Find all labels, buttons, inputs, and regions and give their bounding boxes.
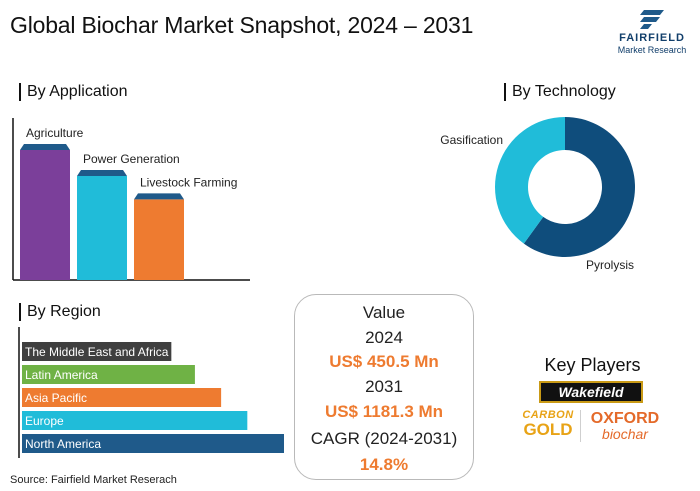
year-2031-label: 2031 — [365, 377, 403, 396]
oxford-biochar-logo: OXFORD biochar — [585, 410, 665, 442]
region-bar-label-0: The Middle East and Africa — [25, 345, 169, 359]
key-players-title: Key Players — [544, 355, 641, 375]
logo-subtitle: Market Research — [617, 45, 687, 55]
region-bar-label-3: Europe — [25, 414, 64, 428]
fairfield-mark-icon — [640, 10, 664, 29]
application-bar-top-2 — [134, 193, 184, 200]
value-label: Value — [362, 303, 406, 322]
application-bar-0 — [20, 150, 70, 280]
region-bar-label-2: Asia Pacific — [25, 391, 87, 405]
oxford-biochar-top: OXFORD — [590, 410, 660, 427]
region-bar-2 — [22, 388, 222, 407]
page-title: Global Biochar Market Snapshot, 2024 – 2… — [10, 12, 474, 38]
region-section-title: By Region — [19, 303, 101, 321]
application-bar-top-0 — [20, 144, 70, 150]
region-bar-label-1: Latin America — [25, 368, 98, 382]
application-bar-chart: Agriculture Power Generation Livestock Far… — [12, 118, 250, 281]
application-bar-2 — [134, 199, 184, 280]
key-players-divider — [580, 410, 581, 442]
carbon-gold-bottom: GOLD — [523, 420, 573, 439]
logo-brand: FAIRFIELD — [619, 32, 685, 44]
application-bar-1 — [77, 176, 127, 280]
oxford-biochar-bottom: biochar — [602, 426, 648, 442]
application-bar-label-1: Power Generation — [83, 152, 180, 166]
region-bar-0 — [22, 342, 172, 361]
technology-label-1: Gasification — [440, 133, 503, 147]
region-bar-4 — [22, 434, 284, 453]
technology-section-title: By Technology — [504, 83, 616, 101]
technology-slice-1 — [495, 117, 565, 244]
cagr-label: CAGR (2024-2031) — [310, 429, 458, 448]
technology-slice-0 — [523, 117, 635, 257]
application-section-title: By Application — [19, 83, 128, 101]
market-value-box: Value 2024 US$ 450.5 Mn 2031 US$ 1181.3 … — [294, 294, 474, 480]
fairfield-logo: FAIRFIELD Market Research — [610, 10, 694, 58]
region-bar-label-4: North America — [25, 437, 101, 451]
application-bar-label-2: Livestock Farming — [140, 175, 237, 189]
technology-donut-chart: Pyrolysis Gasification — [440, 117, 635, 272]
value-2024: US$ 450.5 Mn — [329, 352, 439, 371]
source-note: Source: Fairfield Market Reserach — [10, 474, 177, 486]
region-bar-3 — [22, 411, 248, 430]
cagr-value: 14.8% — [359, 455, 409, 474]
wakefield-logo: Wakefield — [539, 381, 643, 403]
application-bar-top-1 — [77, 170, 127, 176]
region-bar-1 — [22, 365, 195, 384]
carbon-gold-top: CARBON — [522, 409, 574, 421]
year-2024-label: 2024 — [365, 328, 403, 347]
region-bar-chart: The Middle East and Africa Latin America A… — [18, 327, 284, 458]
value-2031: US$ 1181.3 Mn — [324, 402, 444, 421]
carbon-gold-logo: CARBON GOLD — [519, 409, 577, 438]
application-bar-label-0: Agriculture — [26, 126, 84, 140]
technology-label-0: Pyrolysis — [586, 258, 634, 272]
